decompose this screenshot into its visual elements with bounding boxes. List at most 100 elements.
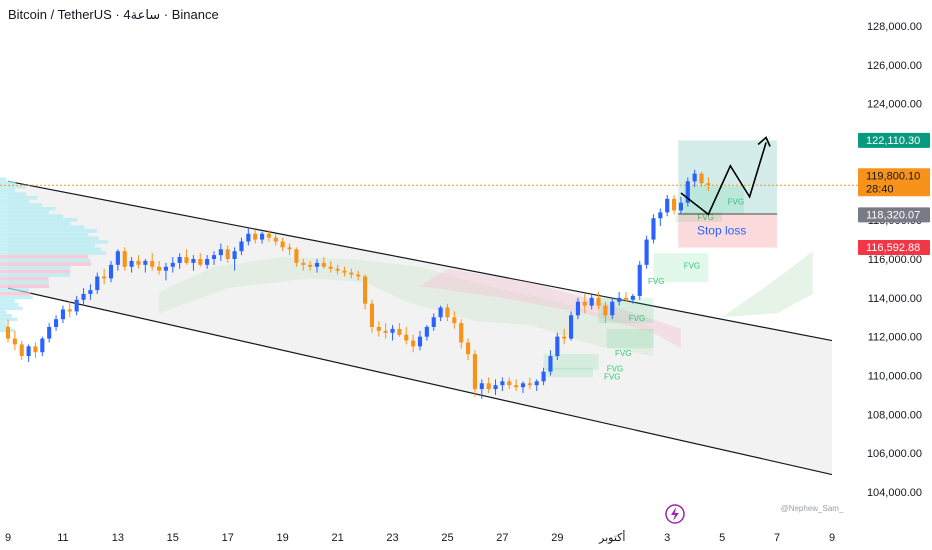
- y-tick-label: 116,000.00: [868, 254, 922, 266]
- candle-body: [170, 262, 175, 267]
- x-tick-label: 19: [277, 532, 289, 544]
- candle-body: [74, 299, 79, 312]
- fvg-label: FVG: [684, 262, 700, 271]
- volume-profile-bar: [0, 206, 56, 211]
- channel-upper-line: [7, 180, 833, 342]
- candle-body: [184, 257, 189, 263]
- candle-body: [287, 247, 292, 250]
- candle-body: [232, 251, 237, 259]
- volume-profile-bar: [0, 269, 71, 274]
- volume-profile-bar: [0, 254, 89, 259]
- x-tick-label: 13: [112, 532, 124, 544]
- candle-body: [665, 198, 670, 213]
- volume-profile-bar: [0, 203, 42, 207]
- candle-body: [486, 383, 491, 390]
- candle-body: [438, 307, 443, 318]
- fvg-label: FVG: [607, 365, 623, 374]
- candle-body: [129, 260, 134, 267]
- candle-body: [514, 385, 519, 388]
- candle-body: [108, 264, 114, 279]
- volume-profile-bar: [0, 210, 49, 215]
- candle-body: [115, 251, 120, 265]
- volume-profile-bar: [0, 214, 63, 218]
- fvg-label: FVG: [615, 349, 631, 358]
- candle-body: [541, 371, 546, 382]
- volume-profile-bar: [0, 302, 19, 307]
- x-tick-label: 17: [222, 532, 234, 544]
- candle-body: [301, 262, 306, 265]
- candle-body: [363, 276, 368, 304]
- candle-body: [280, 241, 285, 248]
- volume-profile-bar: [0, 218, 78, 222]
- candle-body: [369, 303, 374, 327]
- candle-body: [658, 212, 663, 219]
- cloud-area: [159, 257, 654, 357]
- x-tick-label: 11: [57, 532, 68, 544]
- volume-profile-bar: [0, 325, 9, 329]
- fvg-label: FVG: [604, 372, 620, 381]
- volume-profile-bar: [0, 251, 106, 255]
- y-tick-label: 110,000.00: [868, 371, 922, 383]
- volume-profile-bar: [0, 280, 49, 285]
- volume-profile-bar: [0, 229, 98, 233]
- candle-body: [431, 317, 436, 327]
- candle-body: [417, 336, 423, 347]
- candle-body: [163, 266, 168, 271]
- candle-body: [225, 249, 230, 259]
- candle-body: [177, 257, 182, 263]
- take-profit-tag-bg: [858, 132, 930, 148]
- candle-body: [81, 293, 86, 300]
- candle-body: [610, 301, 615, 316]
- projection-path: [680, 142, 767, 216]
- x-tick-label: 3: [664, 532, 670, 544]
- candle-body: [383, 330, 388, 333]
- stop-loss-tag-text: 116,592.88: [866, 242, 920, 254]
- volume-profile-bar: [0, 177, 7, 182]
- candle-body: [589, 297, 594, 306]
- candle-body: [479, 383, 484, 390]
- x-tick-label: 29: [551, 532, 563, 544]
- chart-title: Bitcoin / TetherUS · 4ساعة · Binance: [8, 7, 219, 22]
- candle-body: [150, 260, 155, 267]
- entry-tag-text: 118,320.07: [866, 209, 920, 221]
- volume-profile-bar: [0, 188, 15, 193]
- volume-profile-bar: [0, 240, 109, 244]
- candle-body: [40, 338, 45, 353]
- candle-body: [582, 301, 587, 306]
- candle-body: [623, 297, 629, 300]
- volume-profile-bar: [0, 199, 29, 204]
- y-tick-label: 108,000.00: [867, 409, 922, 421]
- fvg-zone: [653, 253, 709, 283]
- candle-body: [411, 340, 416, 347]
- candle-body: [19, 344, 24, 357]
- y-tick-label: 112,000.00: [868, 332, 922, 344]
- volume-profile-bar: [0, 192, 26, 196]
- candle-body: [376, 326, 381, 331]
- candle-body: [60, 309, 65, 320]
- candle-body: [548, 356, 553, 372]
- x-axis[interactable]: 9 11 13 15 17 19 21 23 25 27 29 أكتوبر 3 5 7 9: [5, 530, 835, 544]
- y-axis[interactable]: 128,000.00126,000.00124,000.00122,000.00…: [867, 21, 922, 499]
- candle-body: [527, 383, 532, 386]
- cloud-area-right: [722, 251, 813, 318]
- x-tick-label: 27: [496, 532, 508, 544]
- volume-profile-bar: [0, 265, 71, 270]
- candle-body: [459, 323, 464, 343]
- candle-body: [637, 264, 642, 296]
- x-tick-label: 5: [719, 532, 725, 544]
- candle-body: [95, 276, 100, 291]
- candle-body: [328, 266, 333, 269]
- candle-body: [534, 381, 539, 386]
- candle-body: [26, 346, 31, 357]
- candle-body: [308, 264, 313, 267]
- overlay-layer: @Nephew_Sam_: [665, 136, 844, 524]
- candle-body: [699, 173, 704, 184]
- candle-body: [685, 181, 690, 203]
- candle-body: [692, 173, 697, 182]
- candle-body: [211, 255, 217, 259]
- fvg-zone: [683, 186, 745, 214]
- candle-body: [397, 328, 402, 335]
- watermark: @Nephew_Sam_: [781, 504, 844, 513]
